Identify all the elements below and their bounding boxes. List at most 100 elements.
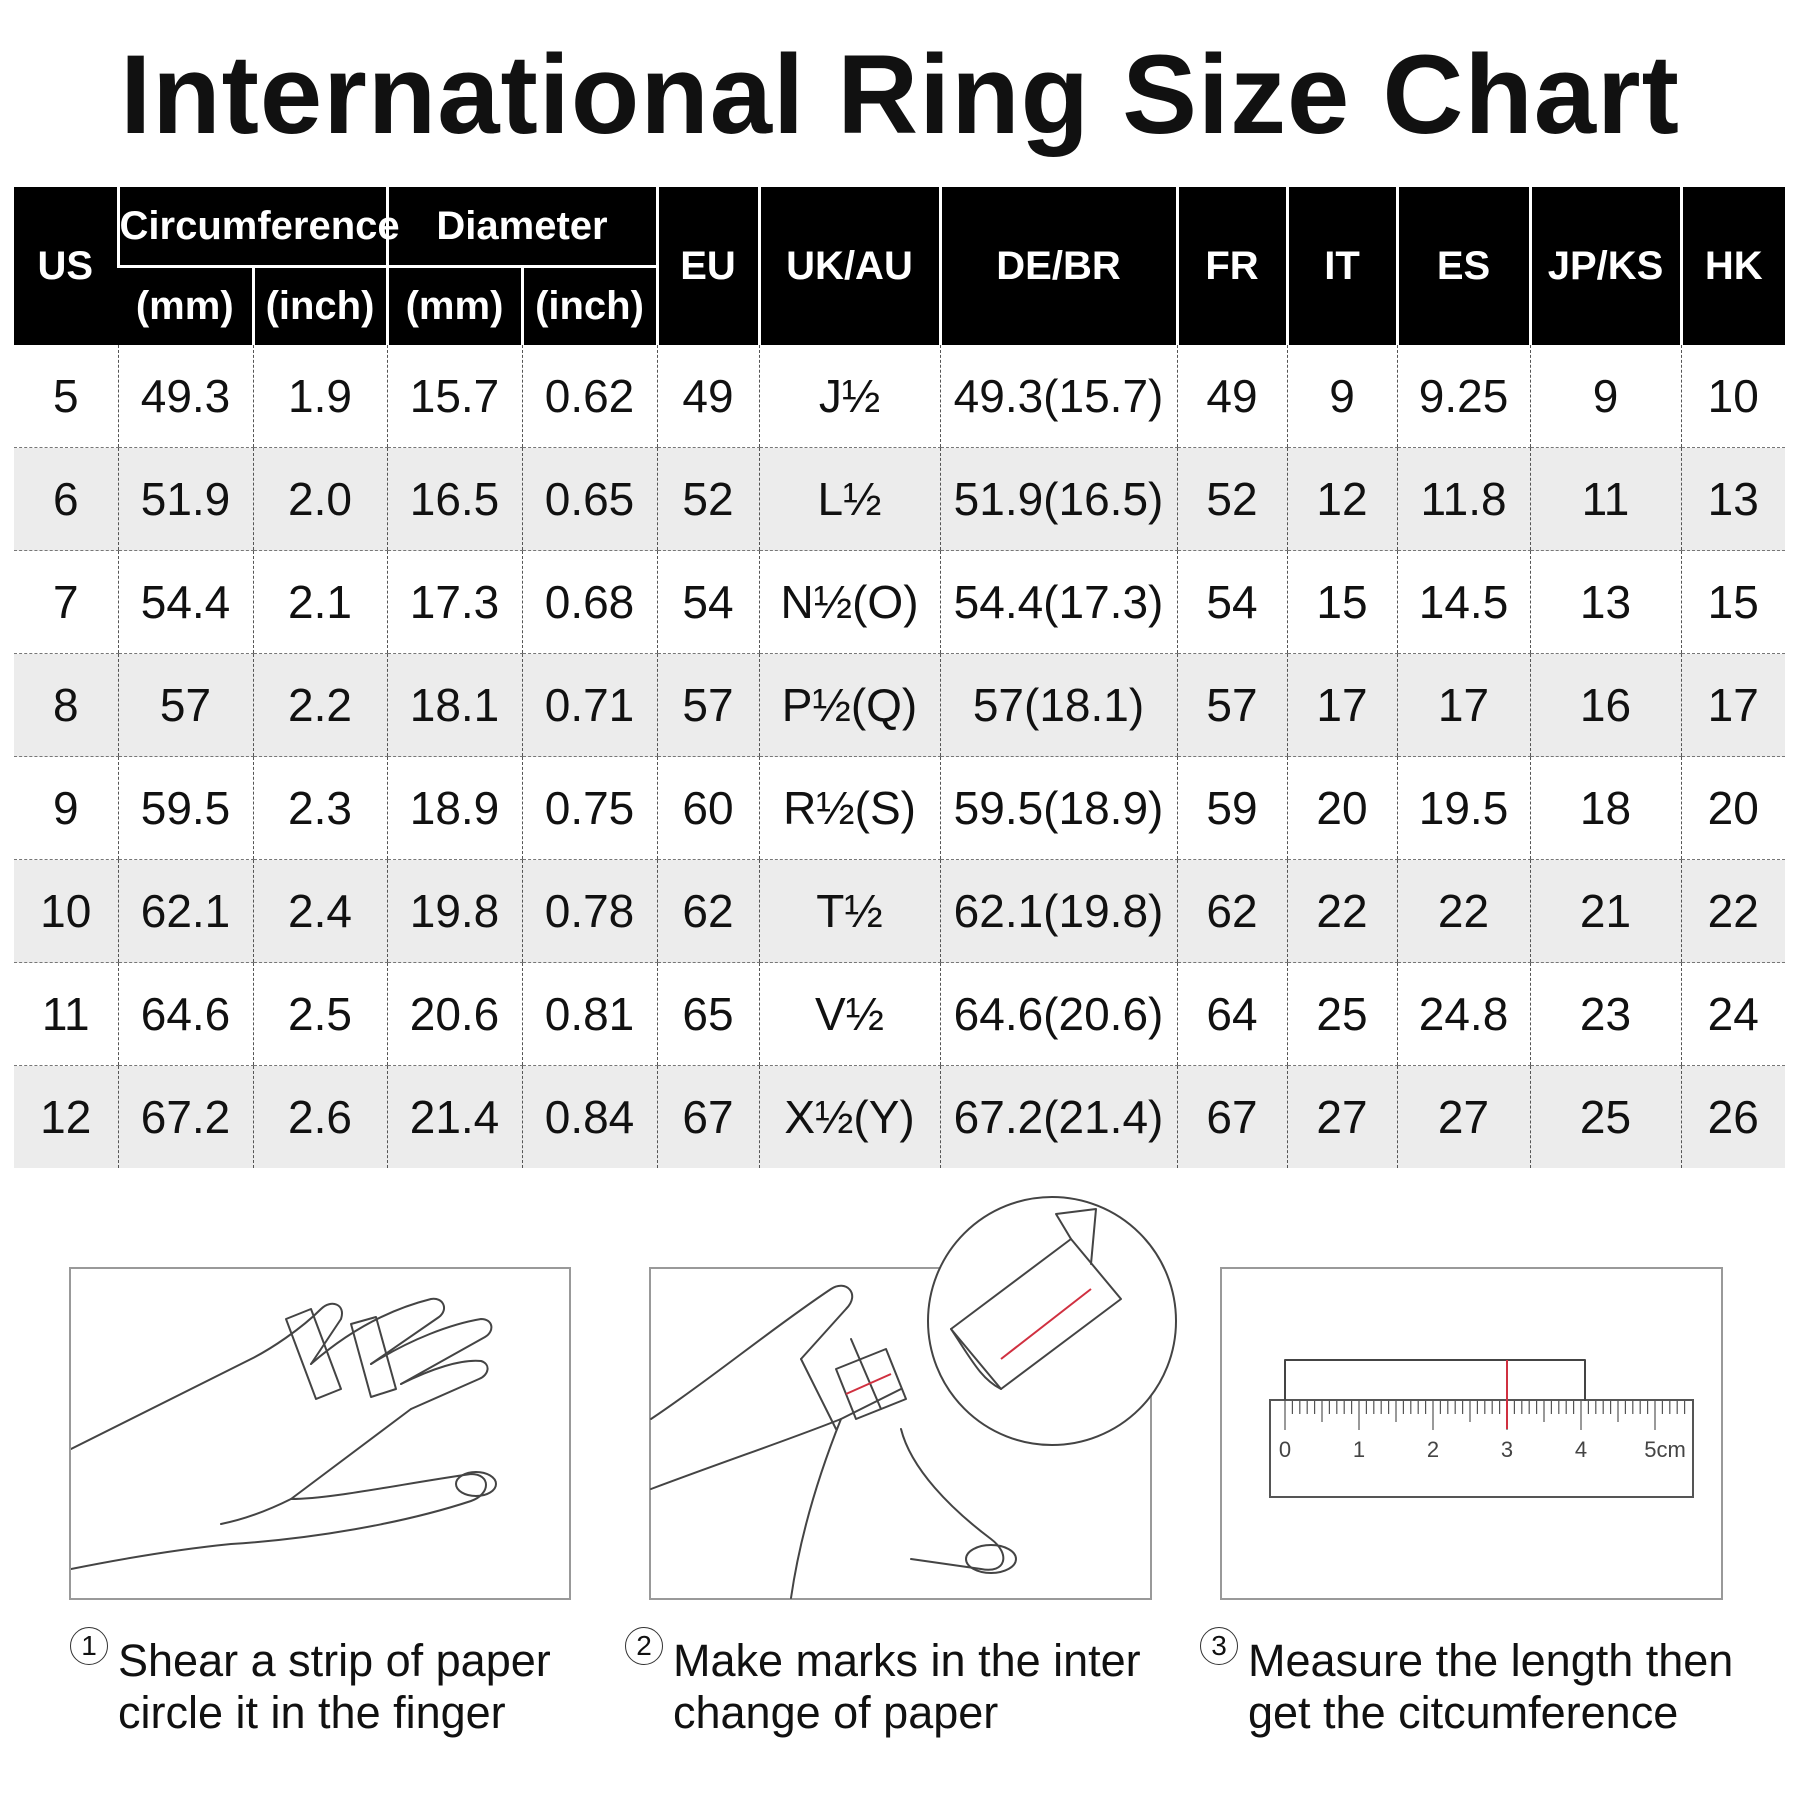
table-cell: 64.6(20.6) — [939, 962, 1178, 1066]
table-cell: 2.1 — [252, 550, 387, 654]
table-cell: 0.68 — [521, 550, 658, 654]
table-cell: 21.4 — [386, 1065, 522, 1168]
column-subheader: (mm) — [385, 265, 522, 345]
table-cell: 62.1(19.8) — [939, 859, 1178, 963]
table-cell: 62.1 — [117, 859, 253, 963]
table-cell: 12 — [1286, 447, 1398, 551]
table-cell: 12 — [14, 1065, 118, 1168]
table-cell: 20.6 — [386, 962, 522, 1066]
table-cell: 54 — [656, 550, 760, 654]
table-cell: 9 — [1286, 345, 1398, 448]
table-cell: 17.3 — [386, 550, 522, 654]
table-cell: 0.81 — [521, 962, 658, 1066]
table-cell: 2.0 — [252, 447, 387, 551]
table-cell: 17 — [1680, 653, 1786, 757]
table-cell: 17 — [1396, 653, 1531, 757]
caption-line: Measure the length then — [1248, 1635, 1734, 1686]
chart-title: International Ring Size Chart — [120, 32, 1680, 157]
table-cell: 15 — [1286, 550, 1398, 654]
table-cell: 0.84 — [521, 1065, 658, 1168]
table-cell: 62 — [656, 859, 760, 963]
table-cell: 51.9(16.5) — [939, 447, 1178, 551]
table-cell: 27 — [1396, 1065, 1531, 1168]
measured-bracket — [1284, 1359, 1586, 1401]
table-cell: 59 — [1176, 756, 1288, 860]
table-cell: 24 — [1680, 962, 1786, 1066]
table-cell: 1.9 — [252, 345, 387, 448]
ruler-label: 0 — [1279, 1437, 1291, 1462]
marked-finger-strip-icon — [650, 1196, 1177, 1599]
table-cell: 49.3 — [117, 345, 253, 448]
column-header: HK — [1679, 187, 1786, 345]
table-cell: 49.3(15.7) — [939, 345, 1178, 448]
table-row: 9 59.5 2.3 18.9 0.75 60 R½(S) 59.5(18.9) 59 20 19.… — [14, 756, 1786, 860]
table-cell: 14.5 — [1396, 550, 1531, 654]
table-cell: 18.1 — [386, 653, 522, 757]
table-cell: 52 — [656, 447, 760, 551]
table-cell: 2.4 — [252, 859, 387, 963]
table-cell: 26 — [1680, 1065, 1786, 1168]
table-cell: 67.2 — [117, 1065, 253, 1168]
table-cell: 62 — [1176, 859, 1288, 963]
table-row: 8 57 2.2 18.1 0.71 57 P½(Q) 57(18.1) 57 17 17 16 17 — [14, 653, 1786, 757]
table-row: 11 64.6 2.5 20.6 0.81 65 V½ 64.6(20.6) 64 25 24.8 2… — [14, 962, 1786, 1066]
column-subheader: (inch) — [251, 265, 387, 345]
table-cell: 2.5 — [252, 962, 387, 1066]
table-cell: 54 — [1176, 550, 1288, 654]
table-row: 12 67.2 2.6 21.4 0.84 67 X½(Y) 67.2(21.4) 67 27 27… — [14, 1065, 1786, 1168]
step-1-caption: 1 Shear a strip of paper circle it in th… — [70, 1627, 551, 1739]
column-header: DE/BR — [938, 187, 1178, 345]
table-row: 10 62.1 2.4 19.8 0.78 62 T½ 62.1(19.8) 62 22 22 21 2… — [14, 859, 1786, 963]
table-cell: 11 — [1529, 447, 1682, 551]
table-cell: 19.5 — [1396, 756, 1531, 860]
table-cell: T½ — [758, 859, 941, 963]
step-3-caption: 3 Measure the length then get the citcum… — [1200, 1627, 1734, 1739]
table-cell: 0.65 — [521, 447, 658, 551]
table-cell: 57 — [1176, 653, 1288, 757]
ruler-label: 5cm — [1644, 1437, 1686, 1462]
table-cell: 64 — [1176, 962, 1288, 1066]
table-cell: 67 — [656, 1065, 760, 1168]
table-cell: 52 — [1176, 447, 1288, 551]
column-header: UK/AU — [757, 187, 941, 345]
table-cell: 15.7 — [386, 345, 522, 448]
table-cell: 67.2(21.4) — [939, 1065, 1178, 1168]
table-cell: 59.5(18.9) — [939, 756, 1178, 860]
caption-line: Make marks in the inter — [673, 1635, 1141, 1686]
caption-line: change of paper — [673, 1687, 999, 1738]
table-cell: 5 — [14, 345, 118, 448]
table-cell: 8 — [14, 653, 118, 757]
table-row: 5 49.3 1.9 15.7 0.62 49 J½ 49.3(15.7) 49 9 9.25 9 10 — [14, 345, 1786, 448]
table-cell: 11.8 — [1396, 447, 1531, 551]
step-2-illustration — [649, 1196, 1177, 1600]
table-cell: 20 — [1680, 756, 1786, 860]
step-3-illustration: 0 1 2 3 4 5cm — [1220, 1267, 1723, 1600]
caption-line: circle it in the finger — [118, 1687, 506, 1738]
table-row: 7 54.4 2.1 17.3 0.68 54 N½(O) 54.4(17.3) 54 15 14.… — [14, 550, 1786, 654]
table-cell: 13 — [1680, 447, 1786, 551]
table-cell: 57(18.1) — [939, 653, 1178, 757]
ring-size-table: US Circumference Diameter EU UK/AU DE/BR FR IT E… — [14, 187, 1786, 1168]
ruler-label: 4 — [1575, 1437, 1587, 1462]
table-cell: 17 — [1286, 653, 1398, 757]
table-row: 6 51.9 2.0 16.5 0.65 52 L½ 51.9(16.5) 52 12 11.8 11… — [14, 447, 1786, 551]
table-cell: 0.62 — [521, 345, 658, 448]
table-cell: 16 — [1529, 653, 1682, 757]
table-cell: 2.2 — [252, 653, 387, 757]
column-header: ES — [1395, 187, 1531, 345]
table-cell: 25 — [1529, 1065, 1682, 1168]
hand-with-paper-strip-icon — [71, 1297, 497, 1570]
table-cell: 49 — [656, 345, 760, 448]
table-cell: 64.6 — [117, 962, 253, 1066]
table-cell: 2.3 — [252, 756, 387, 860]
table-cell: 7 — [14, 550, 118, 654]
step-2-caption: 2 Make marks in the inter change of pape… — [625, 1627, 1141, 1739]
table-cell: 10 — [14, 859, 118, 963]
table-cell: 57 — [656, 653, 760, 757]
table-cell: 24.8 — [1396, 962, 1531, 1066]
column-header: Circumference — [116, 187, 400, 267]
ruler-label: 3 — [1501, 1437, 1513, 1462]
table-cell: 65 — [656, 962, 760, 1066]
table-cell: 18 — [1529, 756, 1682, 860]
ruler-label: 1 — [1353, 1437, 1365, 1462]
